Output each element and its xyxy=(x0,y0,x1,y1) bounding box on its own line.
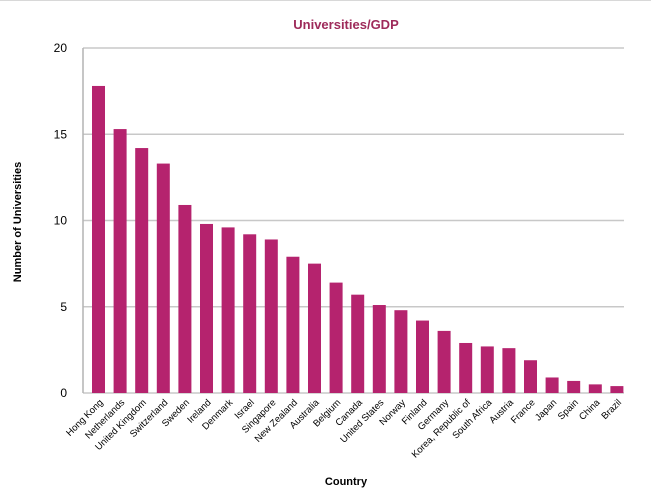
bar-united-states xyxy=(372,305,386,393)
x-tick-label: China xyxy=(577,397,603,423)
bar-australia xyxy=(308,263,321,394)
bar-united-kingdom xyxy=(135,148,149,393)
y-axis-ticks: 0 5 10 15 20 xyxy=(54,41,68,400)
y-axis-label: Number of Universities xyxy=(12,162,24,282)
x-tick-label: Brazil xyxy=(599,397,624,422)
chart-title: Universities/GDP xyxy=(293,17,399,32)
y-tick-label: 10 xyxy=(54,214,68,228)
x-tick-label: Japan xyxy=(533,397,559,423)
bar-austria xyxy=(502,348,516,393)
bar-brazil xyxy=(610,386,624,393)
y-tick-label: 0 xyxy=(60,386,67,400)
bars xyxy=(92,85,624,394)
bar-switzerland xyxy=(156,163,170,393)
bar-netherlands xyxy=(113,129,127,393)
bar-spain xyxy=(567,380,581,393)
y-tick-label: 20 xyxy=(54,41,68,55)
bar-south-africa xyxy=(480,346,494,393)
bar-france xyxy=(524,360,537,393)
x-tick-label: France xyxy=(509,397,538,426)
bar-canada xyxy=(351,294,365,393)
bar-hong-kong xyxy=(92,85,105,393)
bar-new-zealand xyxy=(286,256,300,393)
y-tick-label: 5 xyxy=(60,300,67,314)
bar-israel xyxy=(243,234,257,393)
bar-japan xyxy=(545,377,559,393)
x-tick-label: Spain xyxy=(556,397,581,422)
bar-singapore xyxy=(264,239,278,393)
bar-china xyxy=(588,384,602,394)
bar-ireland xyxy=(200,223,213,393)
bar-finland xyxy=(416,320,429,393)
bar-korea-republic-of xyxy=(459,342,473,393)
y-tick-label: 15 xyxy=(54,127,68,141)
bar-belgium xyxy=(329,282,343,393)
bar-sweden xyxy=(178,204,192,393)
x-axis-label: Country xyxy=(325,476,368,488)
bar-norway xyxy=(394,310,408,393)
bar-germany xyxy=(437,330,451,393)
bar-denmark xyxy=(221,227,235,393)
